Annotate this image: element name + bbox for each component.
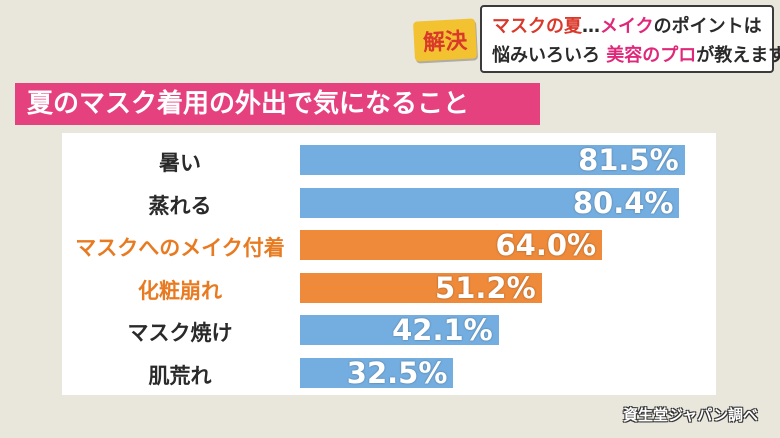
value-label: 51.2% (435, 270, 536, 305)
bar (300, 315, 499, 345)
chart-title: 夏のマスク着用の外出で気になること (15, 83, 540, 125)
value-label: 32.5% (346, 355, 448, 390)
headline-line-2: 悩みいろいろ 美容のプロが教えます! (492, 41, 780, 70)
headline-segment: のポイントは (653, 16, 762, 37)
solution-badge: 解決 (412, 18, 478, 62)
category-label: マスク焼け (127, 321, 233, 345)
headline-line-1: マスクの夏…メイクのポイントは (492, 12, 764, 41)
category-label: 肌荒れ (148, 363, 212, 388)
headline-segment: マスクの夏 (492, 16, 582, 37)
headline-box: マスクの夏…メイクのポイントは 悩みいろいろ 美容のプロが教えます! (480, 5, 780, 73)
chart-panel: 暑い 81.5% 蒸れる 80.4% マスクへのメイク付着 64.0% 化粧崩れ 51.2% マ… (62, 133, 716, 395)
source-note: 資生堂ジャパン調べ (622, 406, 758, 424)
headline-banner: 解決 マスクの夏…メイクのポイントは 悩みいろいろ 美容のプロが教えます! (412, 5, 780, 75)
category-label: 暑い (159, 151, 201, 175)
bar (300, 357, 454, 388)
headline-segment: が教えます! (696, 45, 780, 66)
value-label: 80.4% (572, 185, 674, 220)
bar (300, 272, 542, 303)
bar (300, 187, 680, 218)
category-label: 化粧崩れ (138, 278, 222, 303)
category-label: マスクへのメイク付着 (75, 236, 285, 260)
value-label: 42.1% (392, 313, 493, 347)
value-label: 81.5% (578, 143, 679, 177)
bar (300, 230, 603, 260)
headline-segment: 美容のプロ (606, 45, 697, 66)
value-label: 64.0% (495, 228, 597, 262)
category-label: 蒸れる (148, 193, 212, 218)
headline-segment: 悩みいろいろ (492, 45, 607, 66)
bar (300, 145, 685, 175)
headline-segment: … (582, 16, 600, 37)
headline-segment: メイク (600, 16, 654, 37)
